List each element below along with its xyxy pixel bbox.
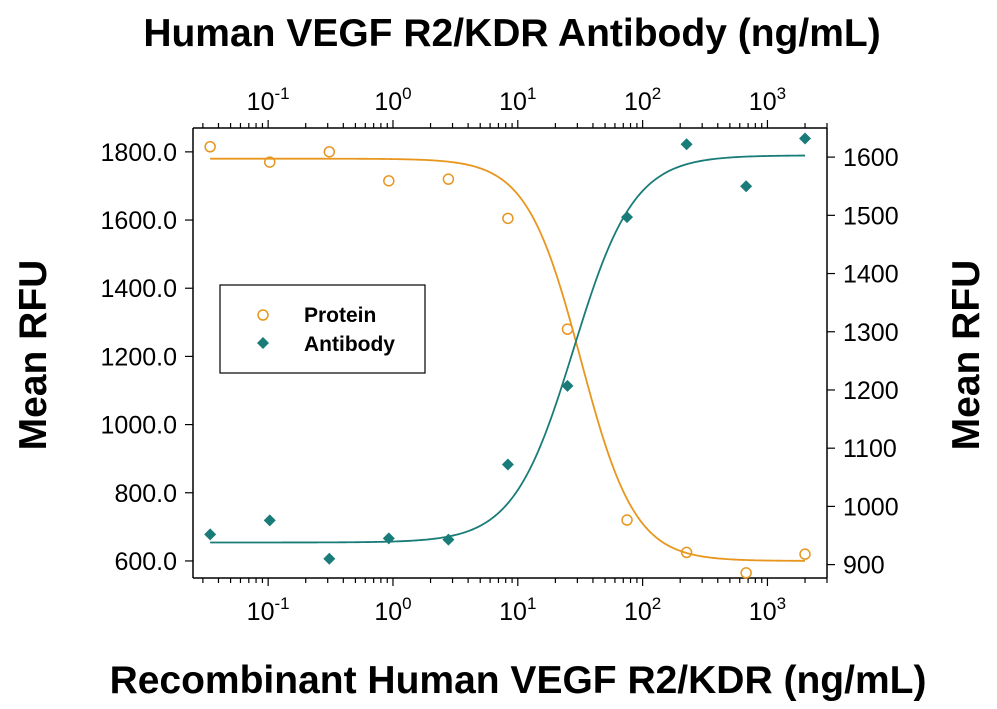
- antibody-fit-curve: [210, 154, 806, 544]
- x-tick-label-bottom: 102: [624, 594, 661, 626]
- antibody-data-point: [263, 514, 276, 527]
- antibody-data-point: [561, 379, 574, 392]
- legend-protein-label: Protein: [304, 304, 376, 327]
- y-left-tick-label: 1000.0: [101, 412, 177, 440]
- x-tick-label-bottom: 100: [374, 594, 411, 626]
- antibody-data-point: [382, 532, 395, 545]
- x-tick-label-top: 102: [624, 84, 661, 116]
- x-tick-label-top: 101: [499, 84, 536, 116]
- antibody-data-point: [621, 211, 634, 224]
- protein-data-point: [502, 212, 514, 225]
- y-left-tick-label: 1200.0: [101, 343, 177, 371]
- y-axis-label-right: Mean RFU: [945, 260, 988, 451]
- y-axis-label-left: Mean RFU: [12, 260, 55, 451]
- axis-ticks: [185, 120, 835, 586]
- protein-data-point: [740, 567, 752, 579]
- y-right-tick-label: 1100: [843, 435, 897, 463]
- x-tick-label-top: 103: [749, 84, 786, 116]
- antibody-data-point: [323, 552, 336, 565]
- protein-data-point: [204, 141, 216, 153]
- x-tick-label-bottom: 10-1: [247, 594, 290, 626]
- antibody-data-point: [799, 132, 812, 145]
- y-right-tick-label: 1500: [843, 202, 899, 230]
- y-right-tick-label: 1200: [843, 377, 899, 405]
- x-tick-label-bottom: 101: [499, 594, 536, 626]
- protein-fit-curve: [210, 157, 806, 562]
- protein-data-point: [799, 548, 811, 560]
- chart-title: Human VEGF R2/KDR Antibody (ng/mL): [143, 12, 880, 55]
- protein-data-point: [383, 175, 395, 187]
- legend-box: [219, 284, 426, 374]
- data-points: [204, 132, 812, 579]
- x-tick-label-bottom: 103: [749, 594, 786, 626]
- antibody-data-point: [501, 458, 514, 471]
- y-right-tick-label: 900: [843, 552, 885, 580]
- legend-protein-marker: [257, 309, 269, 321]
- protein-data-point: [264, 156, 276, 168]
- protein-data-point: [442, 173, 455, 185]
- y-right-tick-label: 1300: [843, 319, 899, 347]
- antibody-data-point: [680, 138, 693, 151]
- x-axis-label: Recombinant Human VEGF R2/KDR (ng/mL): [110, 659, 927, 702]
- antibody-data-point: [204, 528, 217, 541]
- protein-data-point: [621, 514, 633, 526]
- y-left-tick-label: 1600.0: [101, 207, 177, 235]
- fit-curves: [210, 154, 806, 562]
- y-left-tick-label: 1400.0: [101, 275, 177, 303]
- legend: Protein Antibody: [219, 284, 426, 374]
- protein-data-point: [680, 546, 693, 559]
- protein-data-point: [323, 146, 336, 158]
- tick-labels: 10-1 10-1 100 100 101 101 102 102 103 103 600.0 800…: [101, 84, 899, 626]
- x-tick-label-top: 100: [374, 84, 411, 116]
- legend-antibody-marker: [257, 337, 269, 349]
- y-left-tick-label: 600.0: [114, 548, 177, 576]
- antibody-data-point: [740, 180, 753, 193]
- protein-data-point: [561, 323, 574, 335]
- antibody-data-point: [442, 533, 455, 546]
- y-right-tick-label: 1400: [843, 261, 899, 289]
- y-left-tick-label: 1800.0: [101, 139, 177, 167]
- legend-antibody-label: Antibody: [304, 333, 395, 356]
- y-right-tick-label: 1000: [843, 493, 899, 521]
- y-right-tick-label: 1600: [843, 144, 899, 172]
- x-tick-label-top: 10-1: [247, 84, 290, 116]
- y-left-tick-label: 800.0: [114, 480, 177, 508]
